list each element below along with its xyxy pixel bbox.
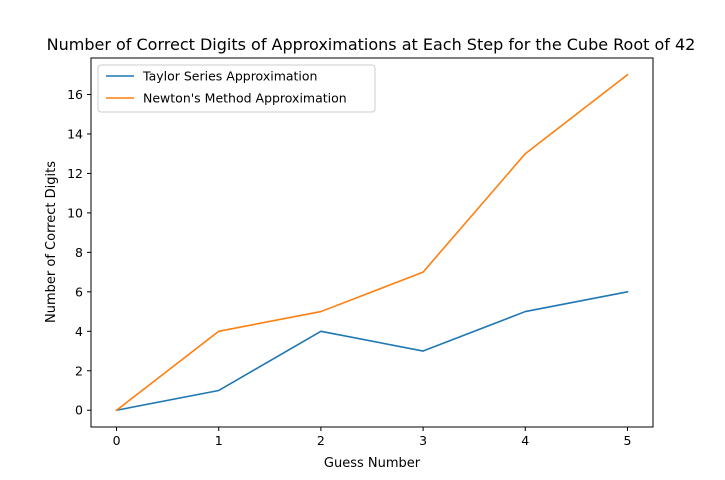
chart-title: Number of Correct Digits of Approximatio… (47, 35, 696, 54)
x-tick-label: 4 (521, 433, 529, 448)
x-axis: 0 1 2 3 4 5 (113, 427, 631, 448)
series-line-1 (115, 73, 629, 412)
series-lines (115, 73, 629, 412)
x-tick-label: 5 (623, 433, 631, 448)
x-tick-label: 3 (419, 433, 427, 448)
y-tick-label: 12 (67, 166, 83, 181)
legend: Taylor Series Approximation Newton's Meth… (97, 64, 376, 113)
y-tick-label: 6 (75, 284, 83, 299)
x-axis-label: Guess Number (324, 456, 421, 471)
y-tick-label: 14 (67, 126, 83, 141)
y-tick-label: 16 (67, 87, 83, 102)
plot-frame (90, 57, 654, 428)
legend-box (97, 64, 376, 113)
y-tick-label: 0 (75, 403, 83, 418)
legend-entry-0: Taylor Series Approximation (142, 69, 317, 84)
x-tick-label: 0 (113, 433, 121, 448)
y-tick-label: 2 (75, 363, 83, 378)
legend-entry-1: Newton's Method Approximation (143, 91, 347, 106)
y-tick-label: 8 (75, 245, 83, 260)
y-tick-label: 4 (75, 324, 83, 339)
x-tick-label: 2 (317, 433, 325, 448)
series-line-0 (115, 290, 629, 412)
y-axis: 0 2 4 6 8 10 12 14 16 (67, 87, 91, 418)
y-axis-label: Number of Correct Digits (44, 161, 59, 323)
x-tick-label: 1 (215, 433, 223, 448)
y-tick-label: 10 (67, 205, 83, 220)
